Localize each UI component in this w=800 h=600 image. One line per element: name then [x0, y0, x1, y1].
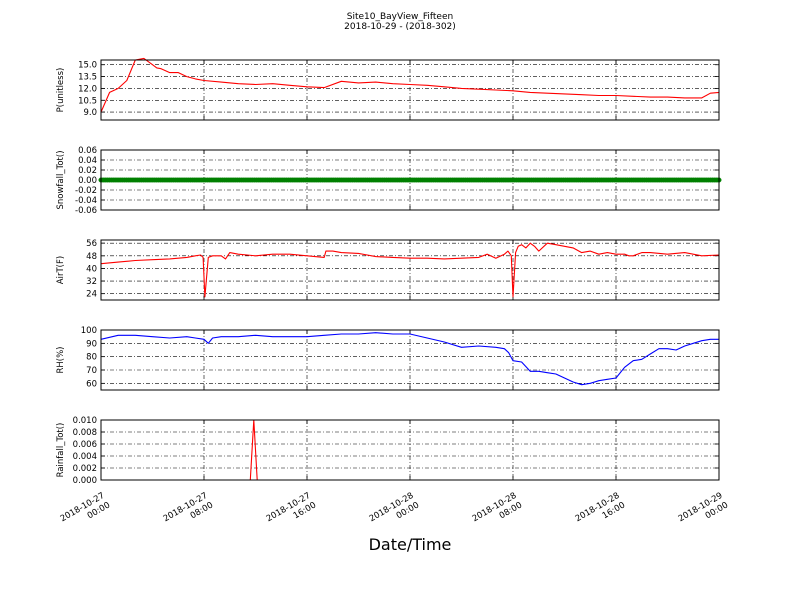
y-tick-label: 0.06 [78, 146, 97, 156]
y-tick-label: 15.0 [78, 61, 97, 71]
y-axis-label: Snowfall_Tot() [56, 150, 66, 209]
chart-title: Site10_BayView_Fifteen [347, 12, 453, 22]
y-tick-label: 0.00 [78, 176, 97, 186]
y-tick-label: 90 [86, 339, 97, 349]
plot-frame [100, 59, 720, 121]
plot-frame [100, 239, 720, 301]
y-axis-label: P(unitless) [56, 68, 66, 113]
series-line [100, 242, 720, 298]
series-line [100, 332, 719, 386]
plot-frame [100, 329, 720, 391]
panel-3: 24 32 40 48 56 AirT(F) [56, 239, 720, 301]
y-tick-label: 24 [86, 290, 97, 300]
y-tick-label: 0.004 [73, 452, 97, 462]
panels: 9.0 10.5 12.013.5 15.0 P(unitless) -0.06-0.04… [56, 57, 722, 486]
y-tick-label: 0.010 [73, 416, 97, 426]
y-tick-label: 0.002 [73, 464, 97, 474]
y-tick-label: 0.000 [73, 476, 97, 486]
chart-subtitle: 2018-10-29 - (2018-302) [344, 22, 456, 32]
y-tick-label: 0.04 [78, 156, 97, 166]
y-tick-label: 60 [86, 379, 97, 389]
y-tick-label: 13.5 [78, 73, 97, 83]
y-tick-label: 100 [81, 326, 97, 336]
y-tick-label: -0.06 [75, 206, 97, 216]
series-line [100, 57, 720, 113]
y-tick-label: 0.006 [73, 440, 97, 450]
y-tick-label: 48 [86, 252, 97, 262]
y-tick-label: -0.02 [75, 186, 97, 196]
y-tick-label: -0.04 [75, 196, 97, 206]
plot-frame [100, 419, 720, 481]
y-tick-label: 0.008 [73, 428, 97, 438]
y-tick-label: 56 [86, 239, 97, 249]
x-axis-label: Date/Time [369, 535, 452, 554]
y-axis-label: Rainfall_Tot() [56, 423, 66, 478]
y-axis-label: RH(%) [56, 346, 66, 373]
y-tick-label: 80 [86, 353, 97, 363]
panel-5: 0.000 0.002 0.004 0.006 0.008 0.010 Rainfall_T… [56, 416, 720, 486]
y-tick-label: 32 [86, 277, 97, 287]
panel-1: 9.0 10.5 12.013.5 15.0 P(unitless) [56, 57, 720, 121]
y-axis-label: AirT(F) [56, 256, 66, 284]
y-tick-label: 9.0 [83, 108, 97, 118]
y-tick-label: 40 [86, 264, 97, 274]
panel-4: 60 70 80 90 100 RH(%) [56, 326, 720, 391]
y-tick-label: 70 [86, 366, 97, 376]
y-tick-label: 10.5 [78, 96, 97, 106]
y-tick-label: 0.02 [78, 166, 97, 176]
y-tick-label: 12.0 [78, 84, 97, 94]
plot-frame [100, 149, 720, 211]
panel-2: -0.06-0.04-0.020.000.020.040.06 Snowfall_… [56, 146, 722, 216]
